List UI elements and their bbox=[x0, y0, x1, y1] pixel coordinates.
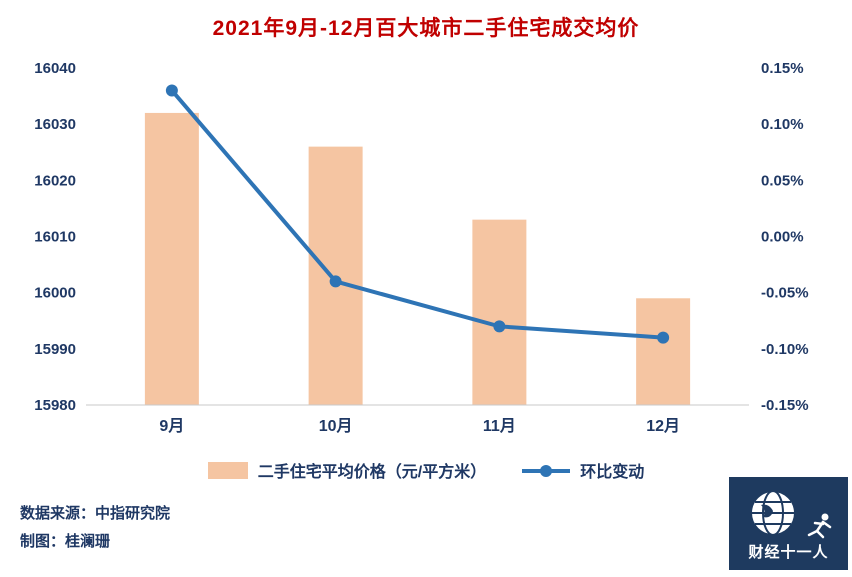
runner-icon bbox=[807, 513, 832, 539]
left-axis-tick-label: 16000 bbox=[34, 285, 76, 302]
chart-legend: 二手住宅平均价格（元/平方米） 环比变动 bbox=[0, 458, 852, 482]
right-axis-tick-label: -0.15% bbox=[761, 397, 809, 414]
legend-line-label: 环比变动 bbox=[580, 464, 645, 481]
line-series bbox=[170, 89, 664, 340]
left-axis-tick-label: 15980 bbox=[34, 397, 76, 414]
line-point-9月 bbox=[165, 84, 178, 97]
legend-line-dot bbox=[540, 464, 553, 477]
right-axis-tick-label: 0.15% bbox=[761, 60, 804, 77]
bar-12月 bbox=[636, 298, 691, 405]
left-axis-tick-label: 16020 bbox=[34, 172, 76, 189]
x-axis-label-10月: 10月 bbox=[319, 417, 353, 435]
logo-artwork bbox=[750, 490, 832, 539]
right-axis-tick-label: -0.05% bbox=[761, 285, 809, 302]
chart-title: 2021年9月-12月百大城市二手住宅成交均价 bbox=[212, 17, 640, 40]
globe-icon bbox=[750, 490, 796, 536]
line-point-11月 bbox=[493, 320, 506, 333]
right-axis-tick-label: 0.05% bbox=[761, 172, 804, 189]
x-axis-label-9月: 9月 bbox=[159, 417, 184, 435]
legend-bar-swatch bbox=[207, 461, 248, 479]
legend-line-marker bbox=[522, 462, 571, 479]
line-point-12月 bbox=[657, 331, 670, 344]
left-axis-tick-label: 16030 bbox=[34, 116, 76, 133]
author-text: 制图：桂澜珊 bbox=[20, 533, 111, 550]
x-axis-label-11月: 11月 bbox=[483, 417, 516, 435]
x-axis-label-12月: 12月 bbox=[646, 417, 680, 435]
legend-bar-label: 二手住宅平均价格（元/平方米） bbox=[257, 464, 487, 481]
logo-text: 财经十一人 bbox=[748, 544, 829, 561]
line-point-10月 bbox=[329, 275, 342, 288]
left-axis-tick-label: 16010 bbox=[34, 229, 76, 246]
bar-11月 bbox=[472, 219, 527, 405]
data-source-text: 数据来源：中指研究院 bbox=[20, 505, 171, 522]
left-axis-tick-label: 15990 bbox=[34, 341, 76, 358]
right-axis-tick-label: -0.10% bbox=[761, 341, 809, 358]
right-axis-tick-label: 0.10% bbox=[761, 116, 804, 133]
footer: 数据来源：中指研究院 制图：桂澜珊 bbox=[20, 500, 170, 556]
right-axis-tick-label: 0.00% bbox=[761, 229, 804, 246]
publisher-logo: 财经十一人 bbox=[729, 477, 848, 570]
left-axis-tick-label: 16040 bbox=[34, 60, 76, 77]
bar-9月 bbox=[144, 112, 199, 405]
